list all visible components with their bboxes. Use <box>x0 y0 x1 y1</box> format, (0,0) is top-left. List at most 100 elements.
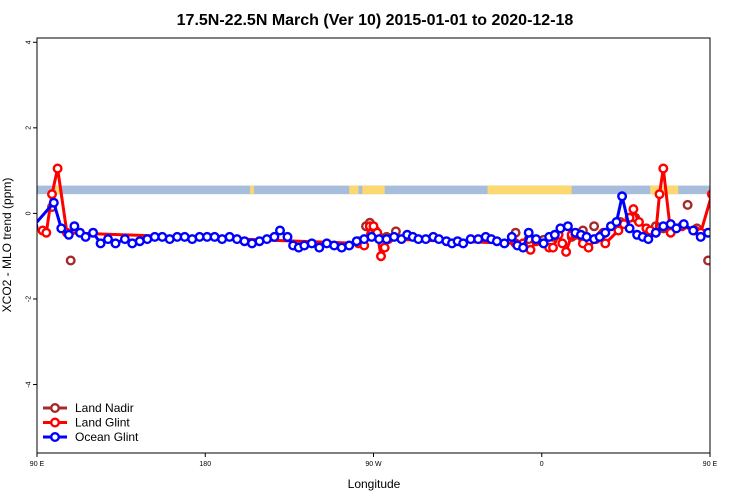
land-ocean-band <box>37 185 710 195</box>
x-tick-label: 90 E <box>703 461 718 468</box>
data-point-land-nadir <box>24 225 32 233</box>
data-point-ocean-glint <box>506 231 517 242</box>
data-point-ocean-glint <box>56 223 67 234</box>
data-point-land-nadir <box>734 203 742 211</box>
data-point-land-glint <box>52 163 63 174</box>
data-point-ocean-glint <box>523 227 534 238</box>
data-point-ocean-glint <box>119 234 130 245</box>
legend-item-ocean-glint: Ocean Glint <box>43 430 139 444</box>
x-tick-label: 180 <box>199 461 211 468</box>
data-point-ocean-glint <box>703 227 710 238</box>
data-point-ocean-glint <box>688 225 699 236</box>
data-point-land-glint <box>628 204 639 215</box>
data-point-ocean-glint <box>314 242 325 253</box>
land-segment <box>55 185 62 195</box>
data-point-ocean-glint <box>80 231 91 242</box>
land-segment <box>349 185 359 195</box>
data-point-land-nadir <box>682 199 693 210</box>
chart-title: 17.5N-22.5N March (Ver 10) 2015-01-01 to… <box>177 12 574 29</box>
data-point-land-glint <box>557 238 568 249</box>
data-point-ocean-glint <box>727 235 735 243</box>
data-point-land-glint <box>706 189 710 199</box>
data-point-ocean-glint <box>518 242 529 253</box>
land-segment <box>250 185 254 195</box>
data-point-ocean-glint <box>695 231 706 242</box>
series-ocean-glint <box>37 191 742 253</box>
data-point-land-glint <box>47 189 58 200</box>
data-point-land-nadir <box>714 225 722 233</box>
data-point-ocean-glint <box>671 223 682 234</box>
x-tick-label: 90 W <box>365 461 382 468</box>
data-point-land-glint <box>658 163 669 174</box>
data-point-ocean-glint <box>562 221 573 232</box>
y-tick-label: 2 <box>25 126 32 130</box>
data-point-land-nadir <box>703 255 710 266</box>
y-axis-title: XCO2 - MLO trend (ppm) <box>0 178 14 313</box>
data-point-ocean-glint <box>499 238 510 249</box>
legend-marker <box>50 417 61 428</box>
data-point-land-glint <box>600 238 611 249</box>
data-point-ocean-glint <box>719 231 727 239</box>
data-point-ocean-glint <box>531 234 542 245</box>
legend-label: Land Glint <box>75 416 130 430</box>
data-point-land-glint <box>634 216 645 227</box>
data-point-ocean-glint <box>538 238 549 249</box>
data-point-ocean-glint <box>282 231 293 242</box>
data-point-ocean-glint <box>678 219 689 230</box>
legend-marker <box>50 432 61 443</box>
data-point-land-glint <box>376 251 387 262</box>
x-axis: 90 E 180 90 W 0 90 E <box>30 453 718 468</box>
legend-label: Land Nadir <box>75 401 134 415</box>
x-tick-label: 90 E <box>30 461 45 468</box>
data-point-ocean-glint <box>712 222 720 230</box>
x-tick-label: 0 <box>540 461 544 468</box>
data-point-ocean-glint <box>600 227 611 238</box>
data-point-ocean-glint <box>344 240 355 251</box>
data-point-ocean-glint <box>269 231 280 242</box>
data-point-ocean-glint <box>69 221 80 232</box>
data-point-land-glint <box>583 242 594 253</box>
data-point-ocean-glint <box>275 225 286 236</box>
data-point-ocean-glint <box>650 227 661 238</box>
data-point-land-glint <box>712 165 720 173</box>
data-point-land-nadir <box>65 255 76 266</box>
y-tick-label: 0 <box>25 211 32 215</box>
data-point-land-nadir <box>589 221 600 232</box>
data-point-ocean-glint <box>88 227 99 238</box>
data-point-ocean-glint <box>110 238 121 249</box>
land-segment <box>487 185 572 195</box>
x-axis-title: Longitude <box>348 477 401 491</box>
series-layer <box>24 163 742 266</box>
data-point-ocean-glint <box>734 233 742 241</box>
data-point-ocean-glint <box>643 234 654 245</box>
legend-item-land-nadir: Land Nadir <box>43 401 134 415</box>
y-tick-label: -4 <box>25 381 32 387</box>
data-point-land-glint <box>379 242 390 253</box>
legend-item-land-glint: Land Glint <box>43 416 130 430</box>
data-point-ocean-glint <box>611 216 622 227</box>
data-point-land-glint <box>41 227 52 238</box>
y-tick-label: 4 <box>25 40 32 44</box>
data-point-ocean-glint <box>624 223 635 234</box>
data-point-ocean-glint <box>63 229 74 240</box>
data-point-ocean-glint <box>95 238 106 249</box>
data-point-ocean-glint <box>37 222 39 230</box>
data-point-land-glint <box>721 229 729 237</box>
data-point-ocean-glint <box>48 197 59 208</box>
y-axis: 4 2 0 -2 -4 <box>25 40 37 388</box>
land-segment <box>362 185 385 195</box>
data-point-ocean-glint <box>617 191 628 202</box>
data-point-land-glint <box>24 222 32 230</box>
legend-marker <box>50 403 61 414</box>
legend-label: Ocean Glint <box>75 430 139 444</box>
data-point-land-glint <box>613 225 624 236</box>
data-point-ocean-glint <box>549 229 560 240</box>
data-point-land-nadir <box>727 229 735 237</box>
data-point-land-glint <box>561 246 572 257</box>
data-point-ocean-glint <box>102 234 113 245</box>
data-point-ocean-glint <box>306 238 317 249</box>
data-point-ocean-glint <box>458 238 469 249</box>
